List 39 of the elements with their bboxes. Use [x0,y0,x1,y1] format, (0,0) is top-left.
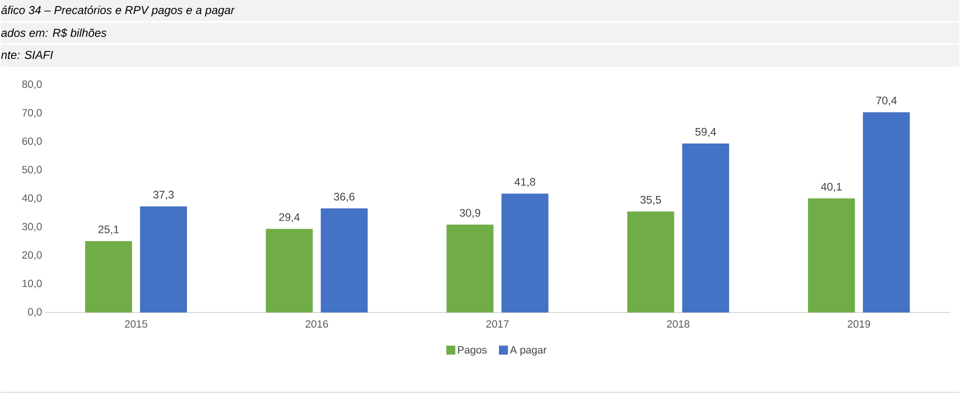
data-label: 25,1 [98,225,119,234]
x-tick-label: 2019 [848,320,870,328]
bar [808,198,855,312]
data-label: 35,5 [640,196,661,205]
bar [320,208,368,312]
legend-label: A pagar [510,346,546,356]
data-label: 36,6 [334,192,354,202]
data-label: 29,4 [279,213,300,222]
bar [140,206,187,312]
y-tick-label: 80,0 [22,80,42,90]
chart-title: áfico 34 – Precatórios e RPV pagos e a pagar [1,5,235,16]
y-tick-label: 10,0 [22,280,42,288]
x-tick-label: 2018 [667,320,690,328]
y-tick-label: 50,0 [22,166,42,174]
bar [266,228,313,312]
legend-label: Pagos [458,346,487,356]
chart-subtitle: ados em: R$ bilhões [1,28,106,38]
bar [85,240,132,312]
x-tick-label: 2015 [124,320,148,328]
x-tick-label: 2016 [306,320,328,328]
data-label: 37,3 [153,190,174,200]
data-label: 59,4 [695,128,716,137]
bar [682,143,730,312]
bar [501,193,548,312]
data-label: 40,1 [821,182,842,192]
data-label: 41,8 [514,178,536,187]
data-label: 70,4 [876,96,897,106]
bar [446,224,494,312]
data-label: 30,9 [460,208,480,218]
x-tick-label: 2017 [486,320,509,328]
y-tick-label: 60,0 [22,137,42,146]
y-tick-label: 30,0 [22,222,42,232]
y-tick-label: 40,0 [22,194,42,203]
y-tick-label: 70,0 [22,108,42,118]
text: nte: SIAFI [1,50,53,59]
bar [862,112,910,312]
bar [627,211,674,312]
y-tick-label: 0,0 [28,308,42,317]
y-tick-label: 20,0 [22,251,42,260]
